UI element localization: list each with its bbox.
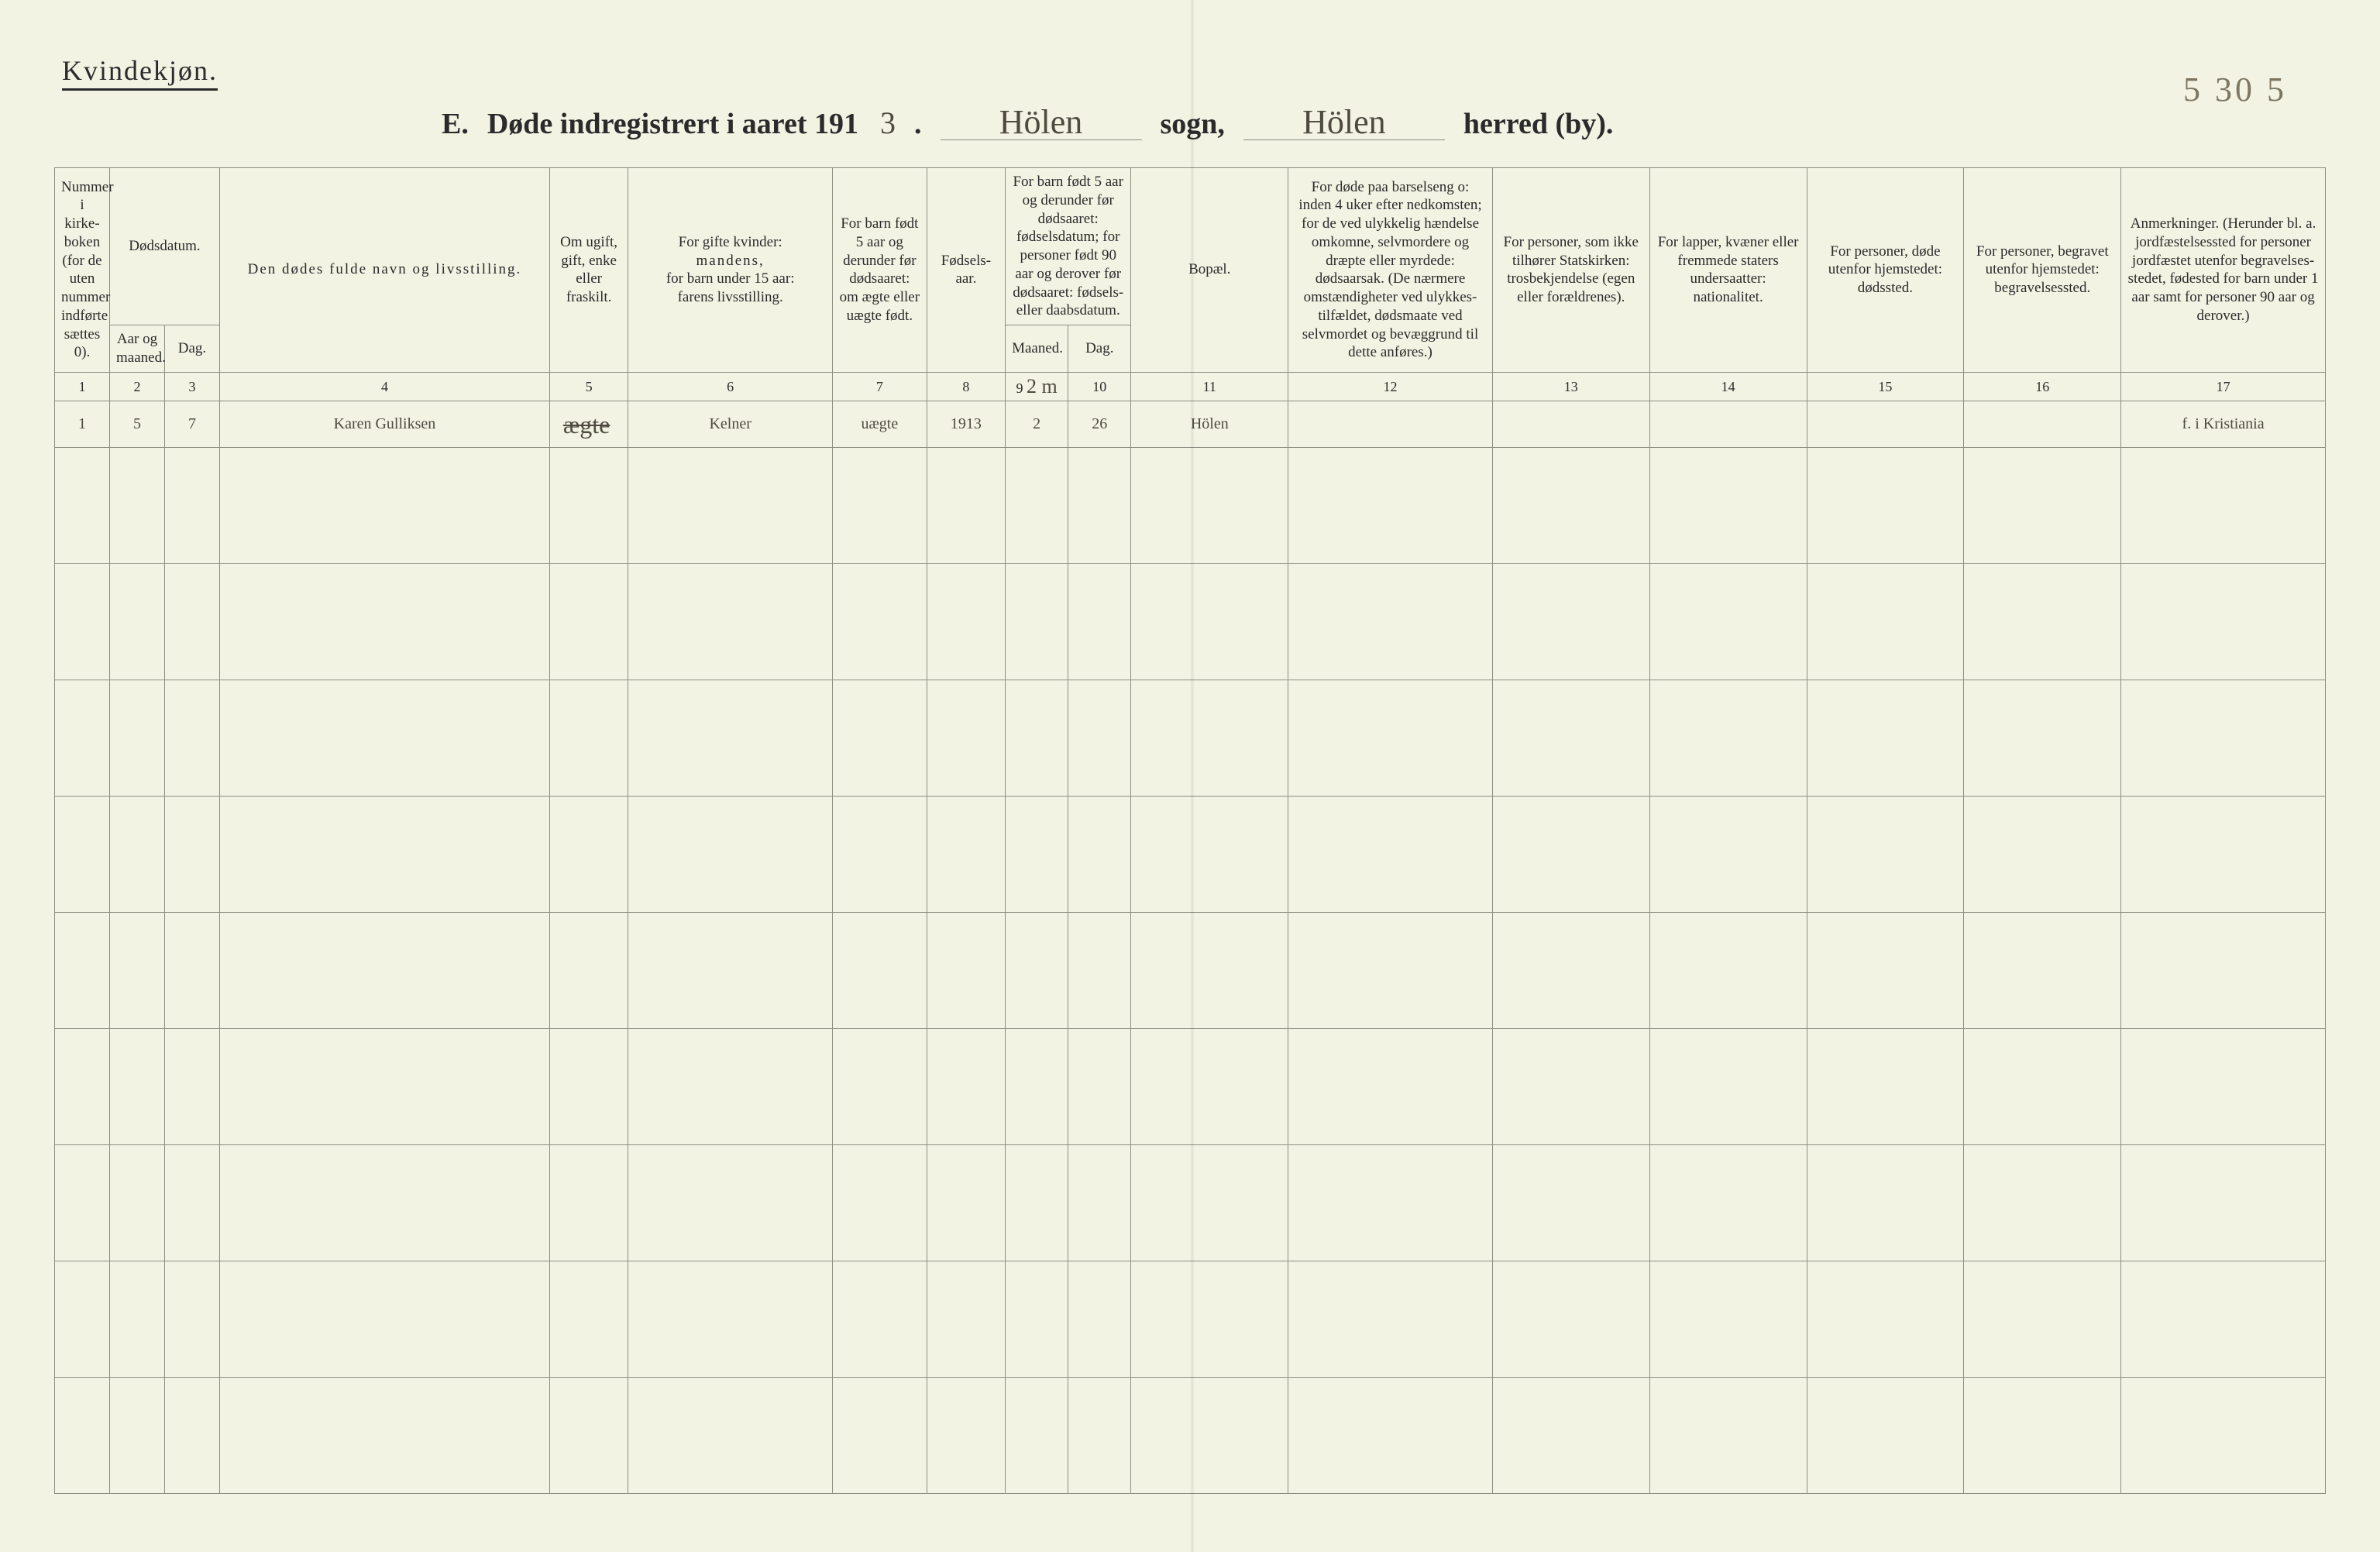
col-15-header: For personer, døde utenfor hjemstedet: d… xyxy=(1807,168,1964,373)
colnum-14: 14 xyxy=(1649,372,1807,401)
col-2-3-group-header: Dødsdatum. xyxy=(109,168,219,325)
table-row xyxy=(55,913,2326,1029)
table-row xyxy=(55,1261,2326,1378)
cell-sivilstand: ægte xyxy=(549,401,628,448)
cell-fod-dag: 26 xyxy=(1068,401,1131,448)
cell-c16 xyxy=(1964,401,2121,448)
cell-c15 xyxy=(1807,401,1964,448)
colnum-13: 13 xyxy=(1492,372,1649,401)
title-prefix: Døde indregistrert i aaret 191 xyxy=(487,107,858,141)
col-6-header: For gifte kvinder: mandens, for barn und… xyxy=(628,168,833,373)
colnum-10: 10 xyxy=(1068,372,1131,401)
cell-navn: Karen Gulliksen xyxy=(219,401,549,448)
cell-dag: 7 xyxy=(164,401,219,448)
colnum-12: 12 xyxy=(1288,372,1493,401)
cell-fars-stilling: Kelner xyxy=(628,401,833,448)
table-head: Nummer i kirke­boken (for de uten nummer… xyxy=(55,168,2326,401)
cell-aegte: uægte xyxy=(833,401,927,448)
colnum-17: 17 xyxy=(2121,372,2326,401)
cell-fodselsaar: 1913 xyxy=(927,401,1005,448)
table-row xyxy=(55,1145,2326,1261)
table-row: 1 5 7 Karen Gulliksen ægte Kelner uægte … xyxy=(55,401,2326,448)
gender-heading: Kvindekjøn. xyxy=(62,54,218,91)
ledger-table: Nummer i kirke­boken (for de uten nummer… xyxy=(54,167,2326,1494)
col-9-subheader: Maaned. xyxy=(1006,325,1068,373)
page-number-handwritten: 5 30 5 xyxy=(2183,70,2287,109)
colnum-5: 5 xyxy=(549,372,628,401)
cell-anm: f. i Kristiania xyxy=(2121,401,2326,448)
district-handwritten: Hölen xyxy=(1243,105,1445,140)
table-row xyxy=(55,1378,2326,1494)
col-12-header: For døde paa barselseng o: inden 4 uker … xyxy=(1288,168,1493,373)
colnum-15: 15 xyxy=(1807,372,1964,401)
cell-nr: 1 xyxy=(55,401,110,448)
col-9-10-group-header: For barn født 5 aar og der­under før død… xyxy=(1006,168,1131,325)
col-2-subheader: Aar og maaned. xyxy=(109,325,164,373)
cell-c14 xyxy=(1649,401,1807,448)
table-row xyxy=(55,448,2326,564)
col-10-subheader: Dag. xyxy=(1068,325,1131,373)
table-row xyxy=(55,680,2326,797)
col-13-header: For personer, som ikke tilhører Statskir… xyxy=(1492,168,1649,373)
section-letter: E. xyxy=(442,107,469,141)
colnum-1: 1 xyxy=(55,372,110,401)
cell-aar-maaned: 5 xyxy=(109,401,164,448)
cell-fod-maaned: 2 xyxy=(1006,401,1068,448)
col-5-header: Om ugift, gift, enke eller fraskilt. xyxy=(549,168,628,373)
col-4-header: Den dødes fulde navn og livsstilling. xyxy=(219,168,549,373)
colnum-9-printed: 9 xyxy=(1016,380,1023,396)
colnum-8: 8 xyxy=(927,372,1005,401)
title-year-suffix: 3 xyxy=(880,105,896,141)
col-1-header: Nummer i kirke­boken (for de uten nummer… xyxy=(55,168,110,373)
table-row xyxy=(55,797,2326,913)
col-16-header: For personer, begravet utenfor hjemstede… xyxy=(1964,168,2121,373)
cell-sivilstand-struck: ægte xyxy=(563,411,610,439)
column-number-row: 1 2 3 4 5 6 7 8 9 2 m 10 11 12 13 14 15 … xyxy=(55,372,2326,401)
col-6-line-a: For gifte kvinder: xyxy=(635,233,826,252)
parish-label: sogn, xyxy=(1161,107,1225,141)
col-7-header: For barn født 5 aar og derunder før døds… xyxy=(833,168,927,373)
col-11-header: Bopæl. xyxy=(1131,168,1288,373)
colnum-9: 9 2 m xyxy=(1006,372,1068,401)
colnum-7: 7 xyxy=(833,372,927,401)
col-3-subheader: Dag. xyxy=(164,325,219,373)
colnum-2: 2 xyxy=(109,372,164,401)
title-dot: . xyxy=(914,107,922,141)
cell-c13 xyxy=(1492,401,1649,448)
col-6-line-b: mandens, xyxy=(635,252,826,270)
cell-bopael: Hölen xyxy=(1131,401,1288,448)
col-14-header: For lapper, kvæner eller fremmede stater… xyxy=(1649,168,1807,373)
colnum-6: 6 xyxy=(628,372,833,401)
col-6-line-d: farens livsstilling. xyxy=(635,288,826,307)
cell-c12 xyxy=(1288,401,1493,448)
title-row: E. Døde indregistrert i aaret 191 3. Höle… xyxy=(442,105,2326,141)
colnum-3: 3 xyxy=(164,372,219,401)
colnum-11: 11 xyxy=(1131,372,1288,401)
col-8-header: Fødsels­aar. xyxy=(927,168,1005,373)
colnum-4: 4 xyxy=(219,372,549,401)
table-body: 1 5 7 Karen Gulliksen ægte Kelner uægte … xyxy=(55,401,2326,1494)
table-row xyxy=(55,564,2326,680)
colnum-16: 16 xyxy=(1964,372,2121,401)
colnum-9-hand-note: 2 m xyxy=(1027,375,1058,397)
district-label: herred (by). xyxy=(1463,107,1614,141)
parish-handwritten: Hölen xyxy=(941,105,1142,140)
table-row xyxy=(55,1029,2326,1145)
col-17-header: Anmerkninger. (Herunder bl. a. jordfæste… xyxy=(2121,168,2326,373)
page: Kvindekjøn. 5 30 5 E. Døde indregistrert… xyxy=(0,0,2380,1552)
col-6-line-c: for barn under 15 aar: xyxy=(635,270,826,288)
